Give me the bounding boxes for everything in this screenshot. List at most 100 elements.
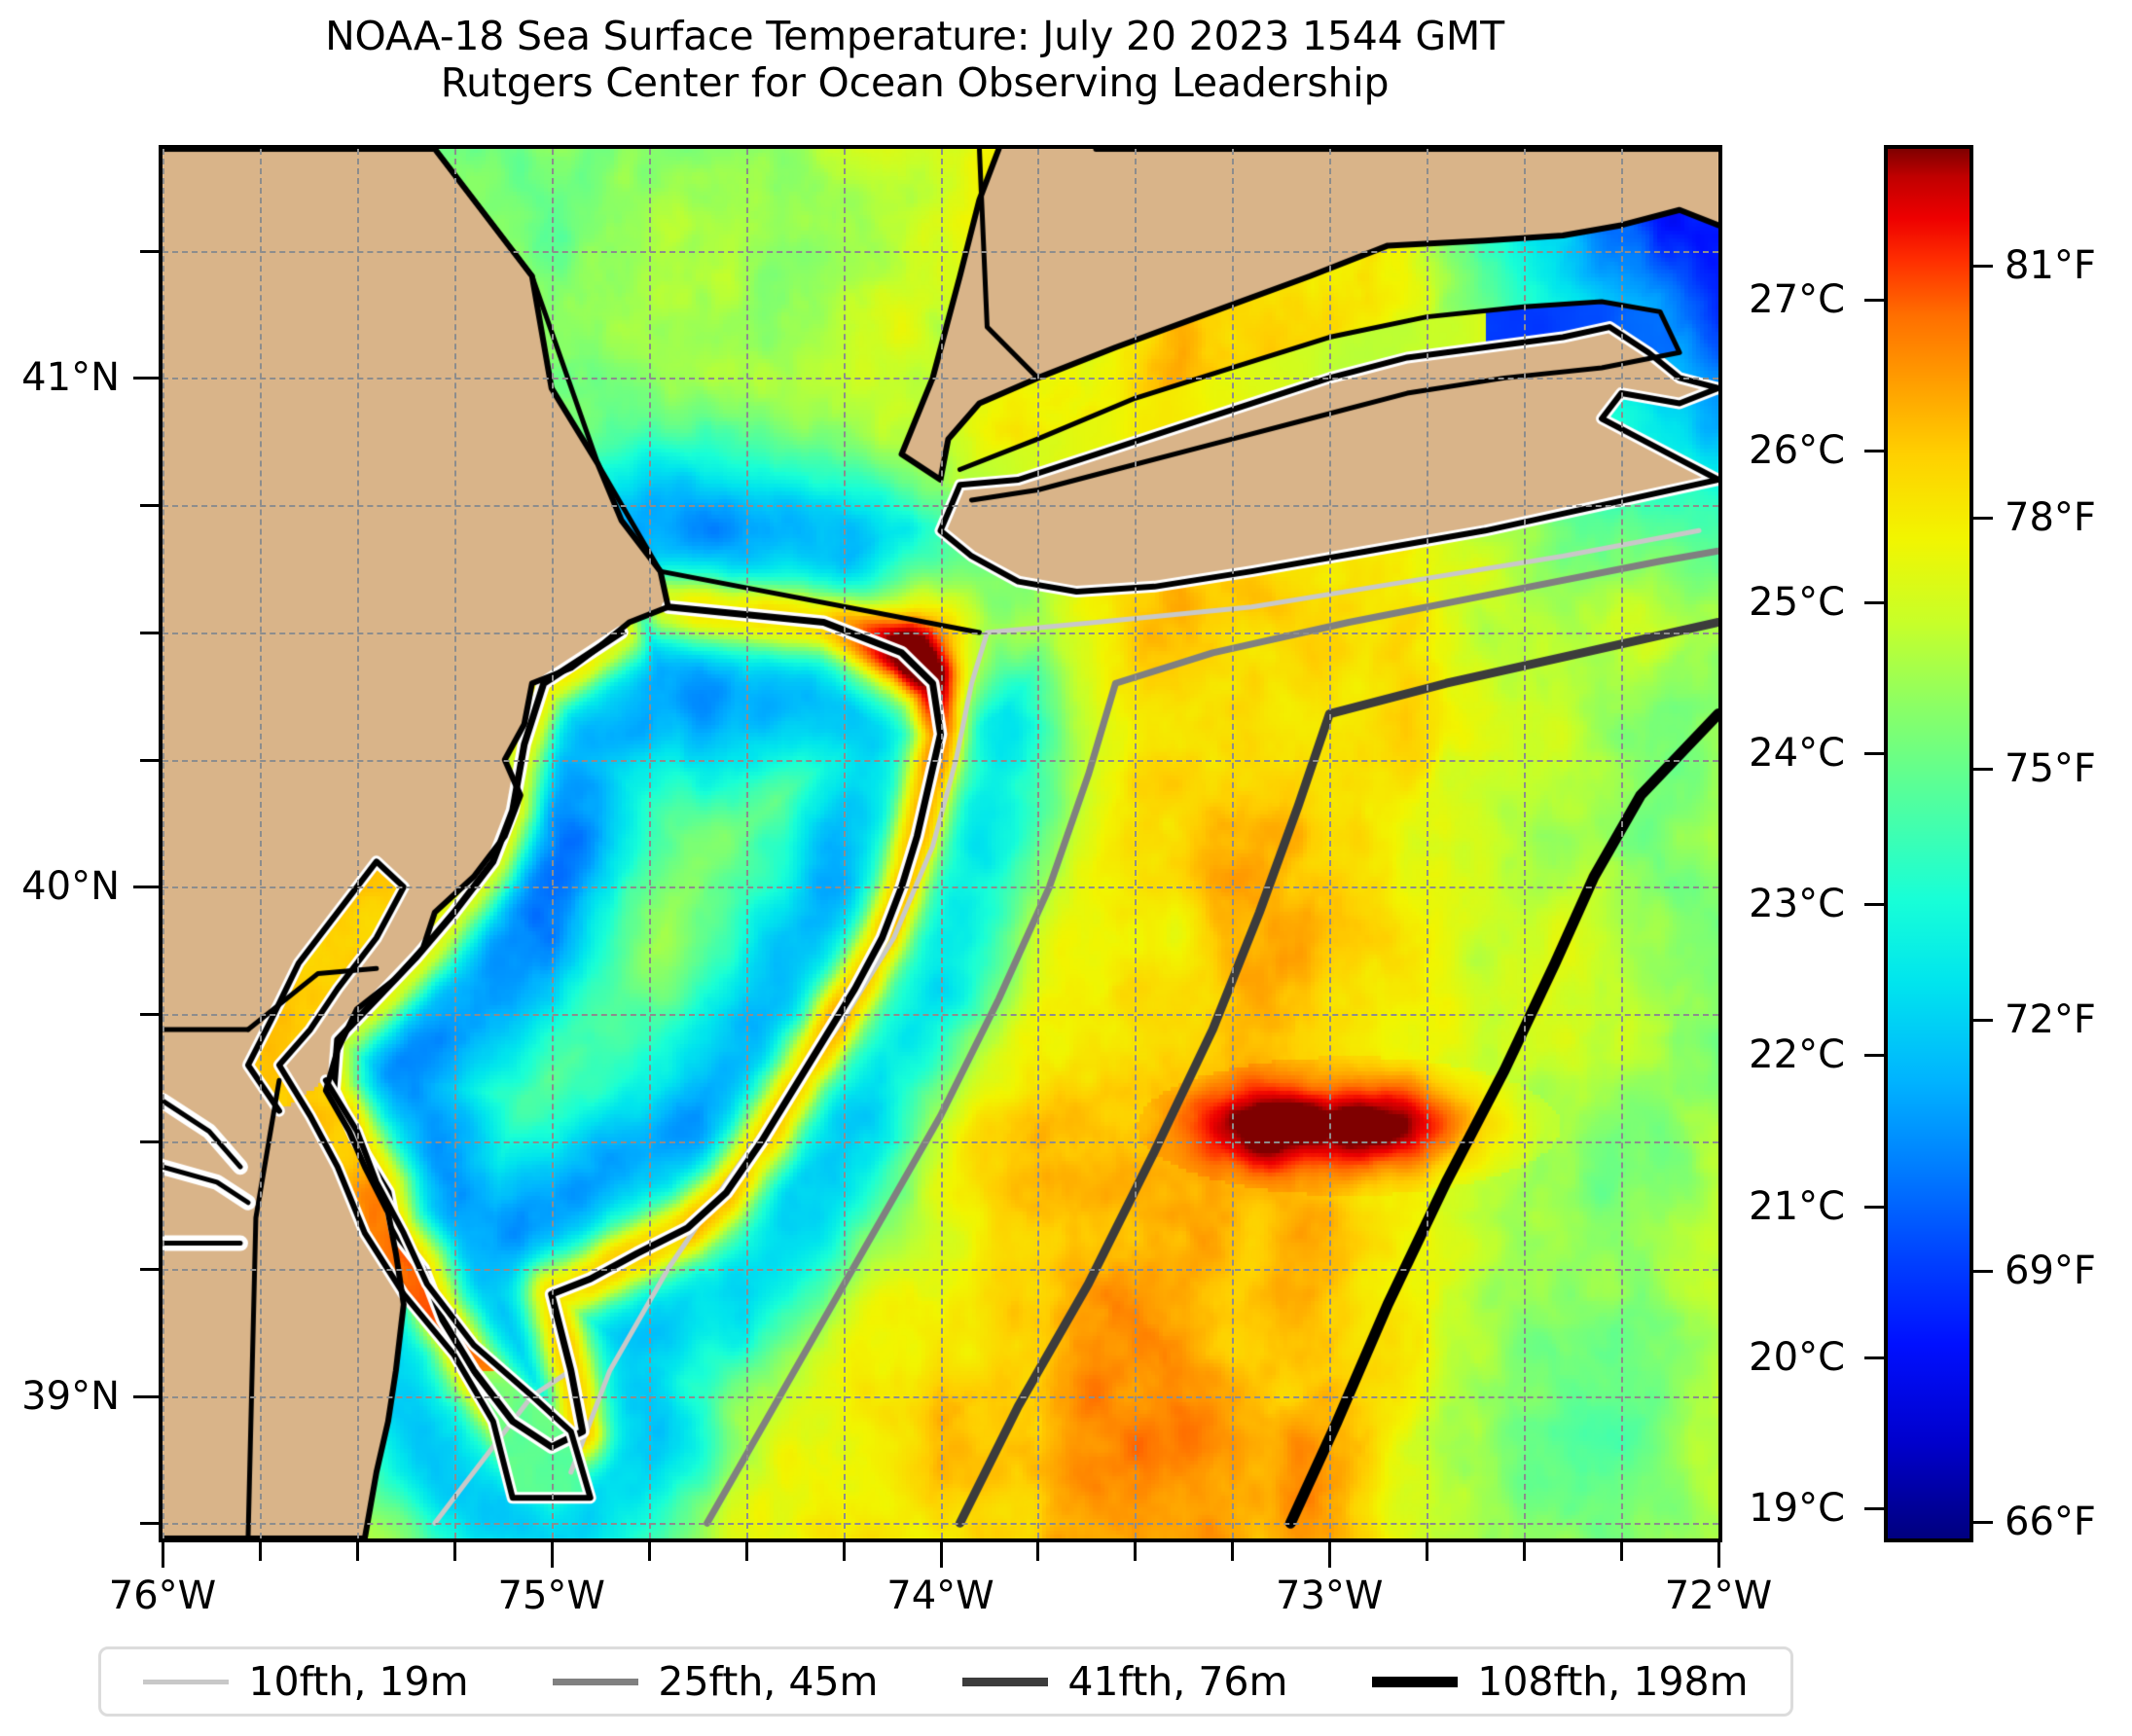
gridline-horizontal xyxy=(163,886,1718,889)
x-axis-tick xyxy=(355,1542,359,1561)
figure-title-line2: Rutgers Center for Ocean Observing Leade… xyxy=(440,58,1390,106)
colorbar-tick-fahrenheit xyxy=(1973,265,1993,269)
gridline-vertical xyxy=(551,149,554,1538)
y-axis-tick xyxy=(140,504,159,508)
colorbar-tick-celsius xyxy=(1864,299,1884,303)
colorbar[interactable] xyxy=(1884,145,1973,1542)
colorbar-label-celsius: 20°C xyxy=(1749,1334,1845,1380)
colorbar-tick-celsius xyxy=(1864,1506,1884,1510)
gridline-horizontal xyxy=(163,1268,1718,1271)
x-axis-tick xyxy=(550,1542,554,1568)
x-axis-tick xyxy=(1231,1542,1235,1561)
x-axis-tick xyxy=(452,1542,456,1561)
colorbar-label-fahrenheit: 66°F xyxy=(2005,1499,2096,1544)
x-axis-label: 76°W xyxy=(108,1573,217,1618)
y-axis-tick xyxy=(133,1394,159,1398)
contour-line-icon xyxy=(553,1678,639,1685)
y-axis-tick xyxy=(140,1522,159,1526)
colorbar-tick-celsius xyxy=(1864,1356,1884,1359)
legend-item-label: 25fth, 45m xyxy=(658,1658,879,1705)
colorbar-tick-fahrenheit xyxy=(1973,1018,1993,1022)
y-axis-tick xyxy=(140,1267,159,1271)
contour-line-icon xyxy=(1372,1676,1459,1687)
gridline-vertical xyxy=(163,149,164,1538)
x-axis-tick xyxy=(1523,1542,1527,1561)
legend-item[interactable]: 10fth, 19m xyxy=(143,1658,469,1705)
legend-item-label: 41fth, 76m xyxy=(1067,1658,1288,1705)
contour-line-icon xyxy=(962,1677,1049,1686)
gridline-vertical xyxy=(1621,149,1624,1538)
colorbar-label-fahrenheit: 69°F xyxy=(2005,1248,2096,1293)
colorbar-label-celsius: 22°C xyxy=(1749,1032,1845,1078)
legend-item[interactable]: 41fth, 76m xyxy=(962,1658,1287,1705)
colorbar-label-celsius: 24°C xyxy=(1749,730,1845,776)
colorbar-label-celsius: 21°C xyxy=(1749,1183,1845,1229)
gridline-horizontal xyxy=(163,250,1718,253)
x-axis-tick xyxy=(1620,1542,1624,1561)
colorbar-tick-celsius xyxy=(1864,903,1884,907)
colorbar-tick-fahrenheit xyxy=(1973,1520,1993,1524)
gridline-vertical xyxy=(1037,149,1040,1538)
x-axis-tick xyxy=(744,1542,748,1561)
gridline-vertical xyxy=(1524,149,1527,1538)
gridline-horizontal xyxy=(163,632,1718,634)
colorbar-tick-celsius xyxy=(1864,450,1884,453)
legend-item-label: 108fth, 198m xyxy=(1477,1658,1749,1705)
colorbar-label-fahrenheit: 78°F xyxy=(2005,494,2096,540)
x-axis-label: 74°W xyxy=(886,1573,994,1618)
gridline-horizontal xyxy=(163,1014,1718,1017)
colorbar-label-celsius: 19°C xyxy=(1749,1485,1845,1531)
colorbar-label-celsius: 26°C xyxy=(1749,428,1845,474)
x-axis-tick xyxy=(162,1542,164,1568)
y-axis-tick xyxy=(140,758,159,762)
colorbar-tick-fahrenheit xyxy=(1973,516,1993,520)
colorbar-label-celsius: 25°C xyxy=(1749,579,1845,625)
figure-title-line1: NOAA-18 Sea Surface Temperature: July 20… xyxy=(325,13,1504,59)
gridline-vertical xyxy=(648,149,651,1538)
gridline-vertical xyxy=(940,149,943,1538)
gridline-horizontal xyxy=(163,505,1718,508)
x-axis-tick xyxy=(939,1542,943,1568)
colorbar-label-celsius: 23°C xyxy=(1749,882,1845,927)
y-axis-label: 40°N xyxy=(21,864,120,910)
gridline-vertical xyxy=(453,149,456,1538)
gridline-vertical xyxy=(356,149,359,1538)
x-axis-tick xyxy=(258,1542,262,1561)
gridline-horizontal xyxy=(163,759,1718,762)
y-axis-tick xyxy=(140,1140,159,1143)
gridline-vertical xyxy=(1135,149,1138,1538)
y-axis-tick xyxy=(133,886,159,889)
legend-item[interactable]: 25fth, 45m xyxy=(553,1658,878,1705)
x-axis-tick xyxy=(647,1542,651,1561)
gridline-vertical xyxy=(259,149,262,1538)
gridline-horizontal xyxy=(163,1395,1718,1398)
colorbar-tick-celsius xyxy=(1864,751,1884,755)
colorbar-label-fahrenheit: 75°F xyxy=(2005,745,2096,791)
gridline-vertical xyxy=(843,149,846,1538)
x-axis-tick xyxy=(1426,1542,1429,1561)
colorbar-tick-celsius xyxy=(1864,1205,1884,1209)
colorbar-label-fahrenheit: 81°F xyxy=(2005,243,2096,289)
gridline-horizontal xyxy=(163,378,1718,380)
x-axis-tick xyxy=(1134,1542,1138,1561)
colorbar-label-celsius: 27°C xyxy=(1749,277,1845,323)
gridline-vertical xyxy=(1329,149,1332,1538)
gridline-horizontal xyxy=(163,1141,1718,1143)
colorbar-tick-celsius xyxy=(1864,600,1884,604)
bathymetry-legend[interactable]: 10fth, 19m 25fth, 45m 41fth, 76m 108fth,… xyxy=(98,1646,1793,1717)
x-axis-tick xyxy=(1328,1542,1332,1568)
x-axis-tick xyxy=(1717,1542,1720,1568)
colorbar-tick-celsius xyxy=(1864,1054,1884,1058)
gridline-horizontal xyxy=(163,1523,1718,1526)
gridline-vertical xyxy=(745,149,748,1538)
y-axis-tick xyxy=(140,631,159,634)
y-axis-tick xyxy=(133,377,159,380)
map-plot-area xyxy=(163,149,1718,1538)
colorbar-tick-fahrenheit xyxy=(1973,1269,1993,1273)
x-axis-label: 72°W xyxy=(1664,1573,1773,1618)
map-axes[interactable] xyxy=(159,145,1722,1542)
colorbar-label-fahrenheit: 72°F xyxy=(2005,996,2096,1042)
gridline-vertical xyxy=(1232,149,1235,1538)
legend-item[interactable]: 108fth, 198m xyxy=(1372,1658,1749,1705)
